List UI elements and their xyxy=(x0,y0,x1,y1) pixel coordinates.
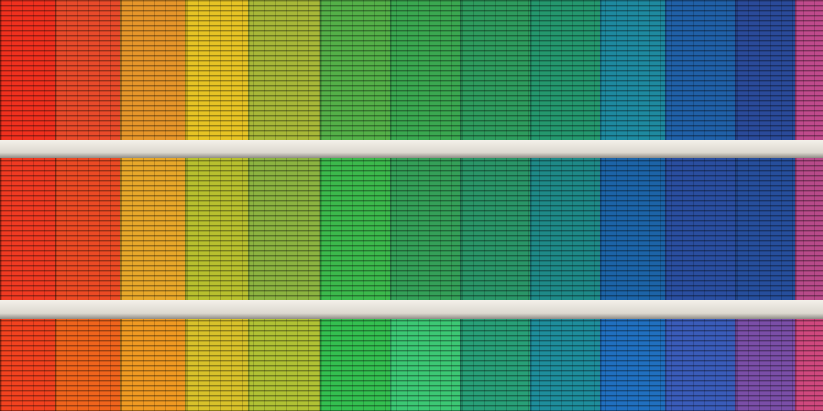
floor-band xyxy=(0,140,823,158)
floor-band xyxy=(0,300,823,319)
